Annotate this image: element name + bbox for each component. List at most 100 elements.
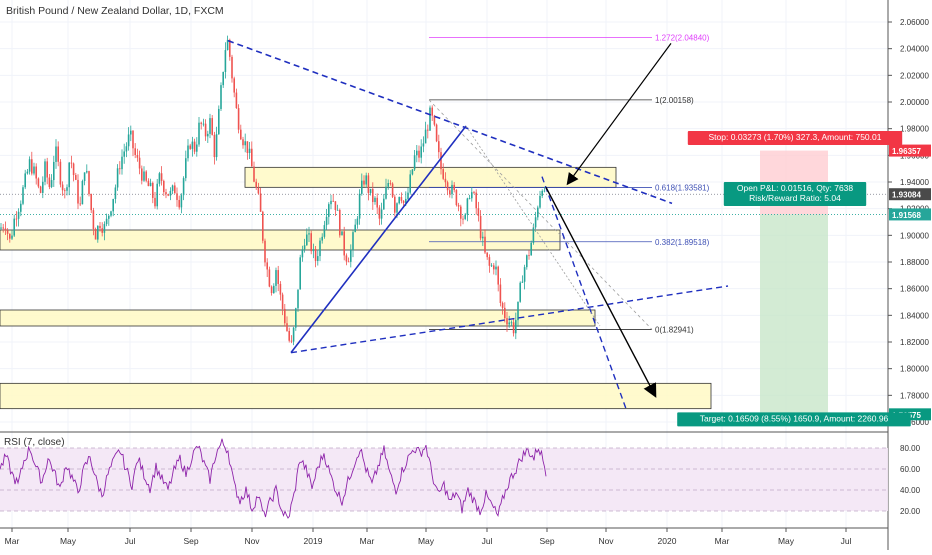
candle-body	[28, 159, 31, 172]
candle-body	[233, 78, 235, 93]
candle-body	[103, 224, 106, 233]
candle-body	[383, 198, 385, 210]
candle-body	[193, 141, 196, 152]
candle-body	[198, 122, 200, 145]
candle-body	[306, 234, 308, 246]
candle-body	[488, 257, 491, 266]
candle-body	[385, 186, 387, 199]
candle-body	[187, 145, 189, 159]
candle-body	[127, 134, 130, 147]
candle-body	[325, 216, 328, 226]
rsi-layer	[0, 438, 888, 519]
stop-info-label: Stop: 0.03273 (1.70%) 327.3, Amount: 750…	[709, 132, 882, 142]
price-tick-label: 1.84000	[900, 311, 929, 320]
time-tick-label: Sep	[539, 536, 554, 546]
candle-body	[262, 211, 264, 241]
candle-body	[242, 139, 244, 146]
candle-body	[389, 183, 392, 184]
candle-body	[116, 168, 119, 188]
support-resistance-zone	[0, 309, 596, 327]
candle-body	[402, 200, 405, 203]
time-tick-label: May	[778, 536, 795, 546]
candle-body	[442, 169, 444, 179]
candle-body	[110, 211, 112, 216]
candle-body	[295, 308, 297, 328]
candle-body	[235, 92, 238, 109]
candle-body	[444, 178, 447, 183]
candle-body	[264, 240, 266, 263]
candle-body	[226, 39, 229, 51]
candle-body	[275, 270, 277, 286]
candle-body	[13, 218, 15, 236]
candle-body	[292, 327, 295, 342]
candle-body	[246, 141, 249, 153]
candle-body	[185, 158, 187, 179]
candle-body	[482, 236, 484, 239]
candle-body	[493, 265, 495, 270]
candle-body	[59, 161, 62, 185]
price-tick-label: 1.78000	[900, 391, 929, 400]
candle-body	[460, 206, 462, 219]
time-tick-label: Jul	[125, 536, 136, 546]
candle-body	[149, 182, 152, 187]
candle-body	[158, 173, 161, 184]
candle-body	[504, 307, 506, 319]
price-tick-label: 1.82000	[900, 338, 929, 347]
candle-body	[248, 148, 251, 153]
time-tick-label: Nov	[598, 536, 614, 546]
candle-body	[215, 134, 218, 158]
candle-body	[418, 150, 420, 158]
candle-body	[288, 330, 290, 341]
candle-body	[497, 266, 499, 285]
candle-body	[391, 183, 394, 197]
candle-body	[26, 171, 29, 174]
candle-body	[286, 323, 288, 331]
candle-body	[354, 224, 356, 233]
price-tick-label: 1.90000	[900, 231, 929, 240]
time-tick-label: Mar	[715, 536, 730, 546]
candle-body	[501, 302, 504, 308]
candle-body	[176, 193, 178, 200]
stop-info-label-bg	[687, 131, 903, 145]
target-info-label: Target: 0.16509 (8.55%) 1650.9, Amount: …	[700, 413, 889, 423]
candle-body	[77, 179, 79, 204]
candle-body	[277, 270, 279, 284]
time-tick-label: 2020	[658, 536, 677, 546]
candle-body	[141, 168, 143, 181]
candle-body	[209, 118, 211, 134]
channel-line	[290, 125, 467, 354]
candle-body	[358, 193, 361, 219]
candle-body	[57, 146, 59, 162]
candle-body	[222, 71, 224, 86]
candle-body	[490, 265, 493, 267]
support-resistance-zone	[244, 166, 617, 188]
candle-body	[244, 141, 246, 146]
candle-body	[64, 190, 66, 192]
take-profit-area	[760, 214, 828, 415]
candle-body	[147, 180, 150, 187]
candle-body	[519, 282, 521, 302]
candle-body	[165, 192, 167, 194]
candle-body	[361, 180, 363, 194]
candle-body	[237, 108, 240, 130]
candle-body	[367, 175, 370, 193]
candle-body	[229, 39, 231, 57]
candle-body	[508, 322, 510, 325]
candle-body	[374, 197, 376, 203]
candle-body	[352, 232, 354, 251]
candle-body	[396, 203, 398, 213]
candle-body	[372, 188, 374, 203]
candle-layer	[0, 35, 546, 346]
candle-body	[55, 146, 57, 162]
candle-body	[112, 199, 114, 212]
price-tick-label: 1.80000	[900, 365, 929, 374]
candle-body	[218, 108, 220, 135]
candle-body	[336, 209, 339, 211]
candle-body	[31, 159, 33, 174]
candle-body	[178, 199, 180, 208]
support-resistance-zone	[0, 382, 712, 410]
candle-body	[37, 178, 40, 187]
candle-body	[4, 228, 7, 231]
